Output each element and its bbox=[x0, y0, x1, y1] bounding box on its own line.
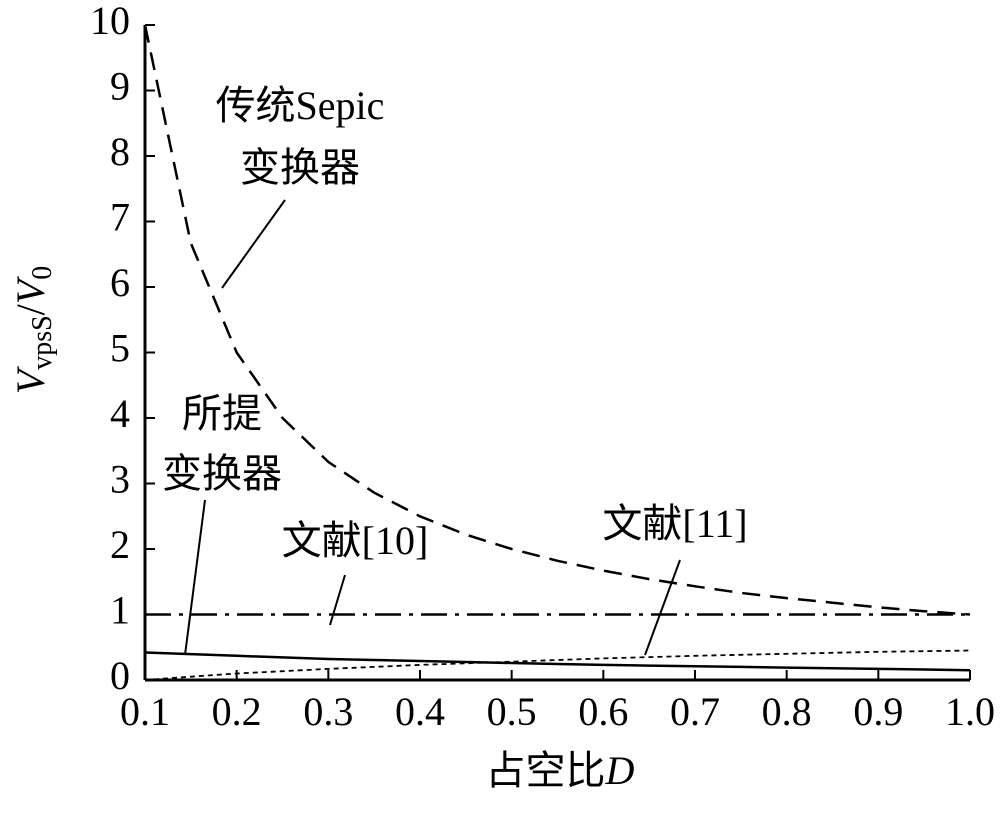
y-axis-label-part: V bbox=[8, 365, 53, 394]
x-tick-label: 0.4 bbox=[395, 689, 445, 734]
x-tick-label: 0.1 bbox=[120, 689, 170, 734]
series-label: 变换器 bbox=[162, 451, 282, 496]
series-label: 传统Sepic bbox=[216, 83, 385, 128]
x-tick-label: 0.3 bbox=[303, 689, 353, 734]
series-label: 变换器 bbox=[240, 145, 360, 190]
x-tick-label: 0.7 bbox=[670, 689, 720, 734]
y-tick-label: 10 bbox=[90, 0, 130, 43]
y-tick-label: 8 bbox=[110, 129, 130, 174]
y-tick-label: 1 bbox=[110, 588, 130, 633]
y-axis-label: VvpsS/V0 bbox=[8, 266, 58, 394]
x-axis-label: 占空比D bbox=[486, 748, 635, 793]
y-tick-label: 3 bbox=[110, 457, 130, 502]
leader-line bbox=[329, 574, 346, 626]
x-tick-label: 0.8 bbox=[762, 689, 812, 734]
y-axis-label-part: / bbox=[8, 303, 53, 315]
y-tick-label: 9 bbox=[110, 64, 130, 109]
leader-line bbox=[644, 559, 681, 656]
y-tick-label: 2 bbox=[110, 522, 130, 567]
x-axis-label-var: D bbox=[605, 748, 635, 793]
x-axis-label-text: 占空比 bbox=[486, 748, 606, 793]
x-tick-label: 0.9 bbox=[853, 689, 903, 734]
leader-line bbox=[184, 499, 206, 656]
y-tick-label: 6 bbox=[110, 260, 130, 305]
series-label: 文献[11] bbox=[602, 501, 747, 546]
x-tick-label: 1.0 bbox=[945, 689, 995, 734]
y-tick-label: 7 bbox=[110, 195, 130, 240]
series-label: 文献[10] bbox=[282, 518, 429, 563]
y-axis-label-part: V bbox=[8, 275, 53, 304]
y-axis-label-part: 0 bbox=[27, 266, 58, 280]
series-label: 所提 bbox=[182, 391, 262, 436]
y-tick-label: 5 bbox=[110, 326, 130, 371]
x-tick-label: 0.6 bbox=[578, 689, 628, 734]
series-line bbox=[143, 24, 971, 616]
x-tick-label: 0.5 bbox=[487, 689, 537, 734]
series-line bbox=[144, 649, 971, 681]
y-tick-label: 0 bbox=[110, 653, 130, 698]
y-tick-label: 4 bbox=[110, 391, 130, 436]
y-axis-label-part: vpsS bbox=[27, 315, 58, 369]
leader-line bbox=[221, 199, 286, 289]
x-tick-label: 0.2 bbox=[212, 689, 262, 734]
series-line bbox=[144, 651, 971, 672]
